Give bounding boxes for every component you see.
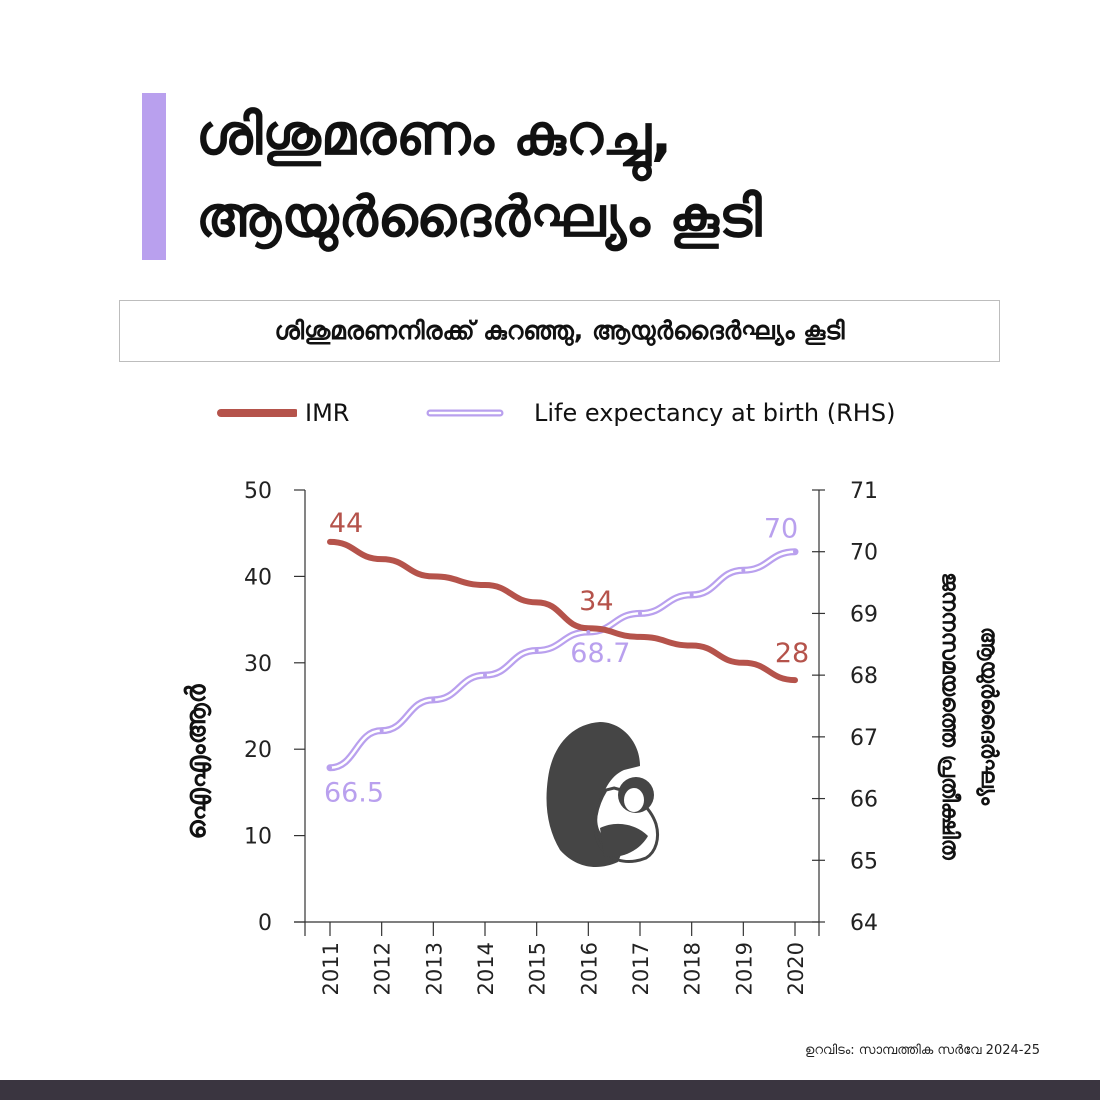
subtitle-box: ശിശുമരണനിരക്ക് കുറഞ്ഞു, ആയുർദൈർഘ്യം കൂടി — [119, 300, 1000, 362]
life-point-2014 — [483, 673, 487, 678]
y-right-tick-label: 69 — [850, 602, 878, 627]
page-title: ശിശുമരണം കുറച്ചു, ആയുർദൈർഘ്യം കൂടി — [196, 95, 1076, 259]
imr-point-2013 — [431, 574, 436, 579]
y-axis-left-label: ഐഎംആർ — [181, 683, 212, 839]
imr-point-2019 — [741, 660, 746, 665]
x-tick-label: 2011 — [319, 942, 343, 995]
y-left-tick-label: 10 — [244, 825, 272, 850]
y-left-tick-label: 40 — [244, 565, 272, 590]
y-left-tick-label: 0 — [258, 911, 272, 936]
life-point-2015 — [534, 648, 539, 653]
subtitle: ശിശുമരണനിരക്ക് കുറഞ്ഞു, ആയുർദൈർഘ്യം കൂടി — [274, 316, 845, 345]
legend-item-life: Life expectancy at birth (RHS) — [426, 393, 895, 433]
legend-swatch-imr — [217, 409, 297, 417]
y-left-tick-label: 30 — [244, 652, 272, 677]
y-right-tick-label: 70 — [850, 541, 878, 566]
y-axis-right-label-line2: ആയുർദൈർഘ്യം — [975, 627, 1001, 806]
x-tick-label: 2018 — [681, 942, 705, 995]
accent-bar — [142, 93, 166, 260]
line-chart: 0 10 20 30 40 50 64 65 66 67 68 69 70 71 2011 2012 2013 2… — [181, 479, 1001, 995]
legend-label-imr: IMR — [305, 399, 350, 427]
life-point-2020 — [793, 549, 797, 554]
data-label-imr-2016: 34 — [579, 586, 613, 617]
x-tick-label: 2015 — [526, 942, 550, 995]
life-point-2012 — [379, 728, 384, 733]
x-tick-label: 2013 — [422, 942, 446, 995]
x-tick-label: 2020 — [784, 942, 808, 995]
x-tick-label: 2017 — [629, 942, 653, 995]
y-axis-right-label-line1: ജനനസമയത്തെ പ്രതീക്ഷിത — [937, 572, 962, 860]
imr-point-2012 — [379, 557, 384, 562]
y-right-tick-label: 71 — [850, 479, 878, 504]
y-right-tick-label: 65 — [850, 849, 878, 874]
title-line-1: ശിശുമരണം കുറച്ചു, — [196, 103, 673, 168]
life-point-2019 — [741, 568, 746, 573]
y-left-tick-label: 50 — [244, 479, 272, 504]
data-label-life-2016: 68.7 — [570, 638, 630, 669]
x-tick-label: 2019 — [732, 942, 756, 995]
y-right-tick-label: 68 — [850, 664, 878, 689]
imr-point-2018 — [689, 643, 694, 648]
source-note: ഉറവിടം: സാമ്പത്തിക സർവേ 2024-25 — [804, 1043, 1040, 1058]
life-point-2011 — [328, 765, 332, 770]
imr-point-2011 — [328, 539, 332, 544]
x-tick-label: 2014 — [474, 942, 498, 995]
imr-point-2016 — [586, 626, 591, 631]
series-imr-line — [327, 538, 798, 684]
imr-point-2014 — [483, 583, 487, 588]
legend-item-imr: IMR — [217, 393, 349, 433]
title-line-2: ആയുർദൈർഘ്യം കൂടി — [196, 185, 762, 250]
series-life-line-inner — [328, 550, 797, 769]
chart-legend: IMR Life expectancy at birth (RHS) — [0, 393, 1100, 433]
life-point-2016 — [586, 629, 591, 634]
y-left-tick-label: 20 — [244, 738, 272, 763]
x-tick-label: 2016 — [577, 942, 601, 995]
mother-baby-icon — [546, 722, 660, 867]
life-point-2017 — [638, 611, 642, 616]
y-right-tick-label: 64 — [850, 911, 878, 936]
life-point-2013 — [431, 697, 436, 702]
x-tick-label: 2012 — [371, 942, 395, 995]
data-label-life-2020: 70 — [764, 514, 798, 545]
data-label-imr-2020: 28 — [775, 638, 809, 669]
data-label-life-2011: 66.5 — [324, 778, 384, 809]
legend-label-life: Life expectancy at birth (RHS) — [534, 399, 896, 427]
life-point-2018 — [689, 592, 694, 597]
imr-point-2015 — [534, 600, 539, 605]
imr-point-2017 — [638, 634, 642, 639]
footer-band — [0, 1080, 1100, 1100]
data-label-imr-2011: 44 — [329, 508, 363, 539]
imr-point-2020 — [793, 678, 797, 683]
y-right-tick-label: 66 — [850, 788, 878, 813]
y-right-tick-label: 67 — [850, 726, 878, 751]
legend-swatch-life — [426, 409, 504, 417]
